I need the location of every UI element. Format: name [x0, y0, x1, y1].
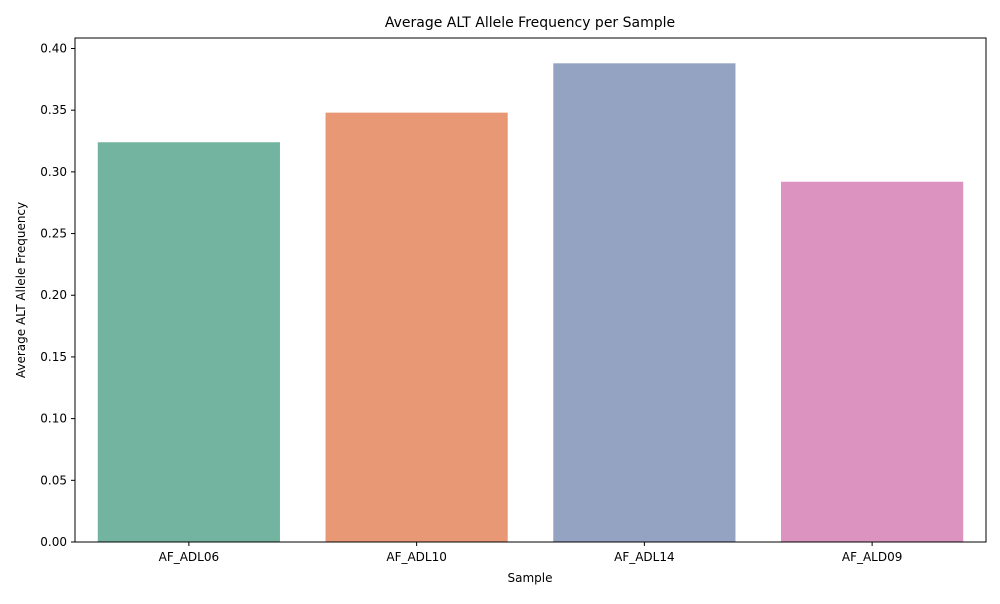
y-tick-label: 0.15 — [40, 350, 67, 364]
y-axis-ticks: 0.00 0.05 0.10 0.15 0.20 0.25 0.30 0.35 0.40 — [40, 41, 75, 549]
y-axis-label: Average ALT Allele Frequency — [14, 202, 28, 378]
bar-af-adl06 — [97, 142, 280, 542]
plot-frame — [74, 37, 987, 543]
bar-af-adl14 — [553, 63, 736, 542]
bar-af-ald09 — [781, 181, 964, 543]
x-tick-label: AF_ADL14 — [614, 550, 675, 564]
y-tick-label: 0.10 — [40, 412, 67, 426]
y-tick-label: 0.25 — [40, 227, 67, 241]
x-axis-label: Sample — [508, 571, 553, 585]
x-tick-label: AF_ADL10 — [386, 550, 447, 564]
y-tick-label: 0.30 — [40, 165, 67, 179]
x-tick-label: AF_ADL06 — [159, 550, 220, 564]
chart-title: Average ALT Allele Frequency per Sample — [385, 15, 675, 31]
x-axis-ticks: AF_ADL06 AF_ADL10 AF_ADL14 AF_ALD09 — [159, 542, 903, 564]
y-tick-label: 0.35 — [40, 103, 67, 117]
y-tick-label: 0.20 — [40, 288, 67, 302]
bars-layer — [97, 63, 964, 543]
x-tick-label: AF_ALD09 — [842, 550, 903, 564]
y-tick-label: 0.05 — [40, 473, 67, 487]
bar-af-adl10 — [325, 112, 508, 542]
y-tick-label: 0.00 — [40, 535, 67, 549]
y-tick-label: 0.40 — [40, 41, 67, 55]
